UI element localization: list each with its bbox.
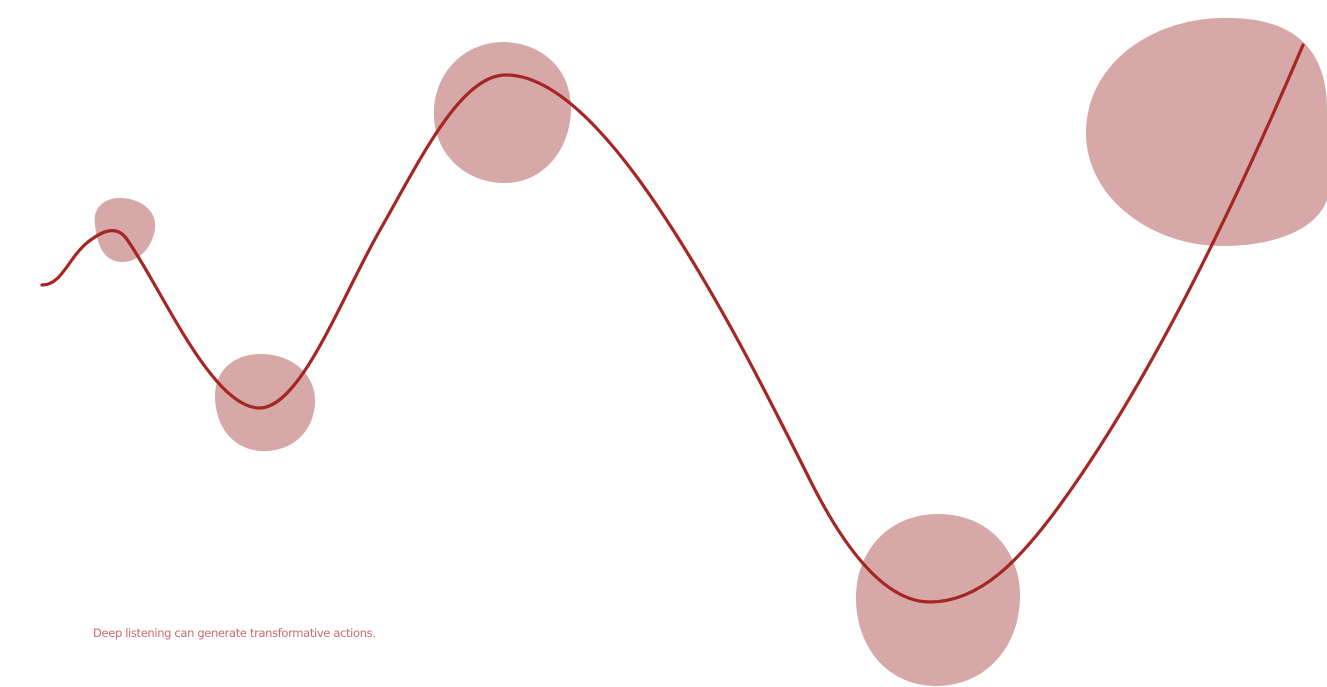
blob-3 xyxy=(433,42,572,184)
blob-4 xyxy=(855,514,1021,686)
caption-text: Deep listening can generate transformati… xyxy=(93,626,376,640)
blob-5 xyxy=(1085,17,1327,246)
blob-1 xyxy=(94,197,156,262)
wave-curve xyxy=(40,43,1305,604)
blob-group xyxy=(94,17,1327,686)
blob-2 xyxy=(214,353,316,452)
